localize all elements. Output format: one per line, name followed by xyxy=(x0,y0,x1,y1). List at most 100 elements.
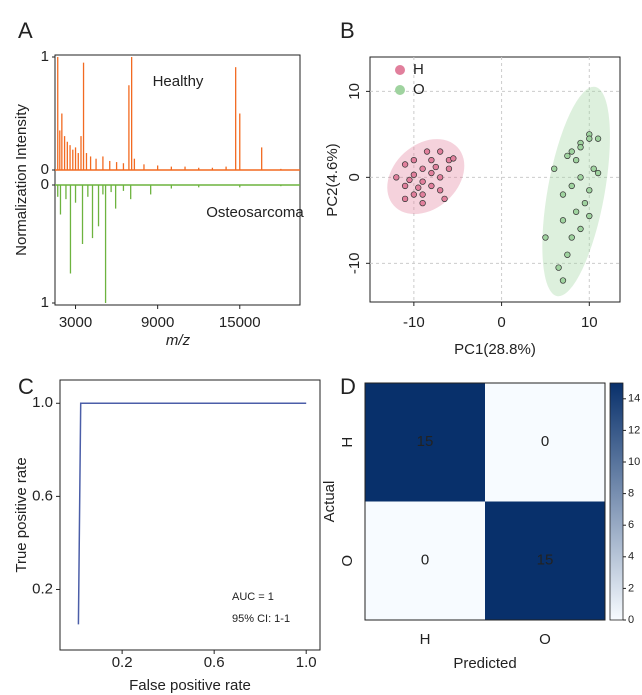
point xyxy=(401,195,409,202)
y-tick-label: 1 xyxy=(41,294,49,311)
x-tick-label: 0 xyxy=(497,314,505,331)
point xyxy=(581,199,589,207)
x-axis-label: m/z xyxy=(166,332,191,349)
point xyxy=(401,182,409,190)
x-tick-label: -10 xyxy=(403,314,425,331)
y-axis-label: PC2(4.6%) xyxy=(324,143,341,216)
heatmap-cell xyxy=(365,383,485,502)
y-tick-label: 0.2 xyxy=(32,580,53,597)
x-tick-label: 0.2 xyxy=(112,654,133,671)
point xyxy=(441,195,448,202)
point xyxy=(432,163,439,171)
point xyxy=(586,135,593,142)
point xyxy=(437,187,444,194)
series-label: Healthy xyxy=(153,73,204,90)
panel-label: C xyxy=(18,374,34,399)
point xyxy=(564,251,571,258)
point xyxy=(437,148,444,155)
point xyxy=(410,191,418,198)
y-tick-label: H xyxy=(339,437,356,448)
point xyxy=(577,144,584,151)
point xyxy=(428,157,435,164)
legend-marker xyxy=(395,85,405,95)
colorbar-tick-label: 12 xyxy=(628,424,640,436)
point xyxy=(419,165,426,172)
plot-frame xyxy=(54,54,301,306)
point xyxy=(568,234,575,241)
point xyxy=(572,157,580,164)
point xyxy=(401,161,409,168)
panel-label: B xyxy=(340,18,355,43)
cell-label: 0 xyxy=(421,552,429,569)
point xyxy=(419,191,426,198)
cell-label: 0 xyxy=(541,433,549,450)
legend-label: O xyxy=(413,81,425,98)
heatmap-cell xyxy=(485,383,605,502)
point xyxy=(559,191,567,198)
x-axis-label: False positive rate xyxy=(129,677,251,694)
point xyxy=(415,184,422,191)
point xyxy=(590,165,597,172)
x-tick-label: 10 xyxy=(581,314,598,331)
x-tick-label: H xyxy=(420,631,431,648)
colorbar-tick-label: 8 xyxy=(628,488,634,500)
y-axis-label: Normalization Intensity xyxy=(13,104,30,256)
point xyxy=(419,199,426,207)
point xyxy=(406,176,413,184)
heatmap-cell xyxy=(485,501,605,620)
point xyxy=(428,169,435,177)
x-tick-label: 3000 xyxy=(59,314,92,331)
confidence-ellipse xyxy=(387,139,465,215)
legend-label: H xyxy=(413,61,424,78)
point xyxy=(568,148,575,155)
point xyxy=(572,208,580,215)
x-tick-label: 15000 xyxy=(219,314,261,331)
plot-frame xyxy=(59,379,321,651)
point xyxy=(559,277,567,284)
point xyxy=(586,187,593,194)
point xyxy=(577,174,584,181)
x-tick-label: 9000 xyxy=(141,314,174,331)
colorbar-tick-label: 0 xyxy=(628,614,634,626)
y-axis-label: Actual xyxy=(321,481,338,523)
panel-label: A xyxy=(18,18,33,43)
annotation: AUC = 1 xyxy=(232,591,274,603)
y-tick-label: 0.6 xyxy=(32,487,53,504)
point xyxy=(586,212,593,220)
point xyxy=(594,169,602,177)
point xyxy=(410,171,418,178)
heatmap-cell xyxy=(365,501,485,620)
point xyxy=(594,135,602,142)
x-tick-label: 0.6 xyxy=(204,654,225,671)
point xyxy=(568,182,575,190)
y-axis-label: True positive rate xyxy=(13,457,30,572)
point xyxy=(551,165,558,172)
point xyxy=(559,217,567,224)
point xyxy=(555,264,562,271)
cell-label: 15 xyxy=(417,433,434,450)
confidence-ellipse xyxy=(542,86,610,297)
panel-label: D xyxy=(340,374,356,399)
cell-label: 15 xyxy=(537,552,554,569)
x-tick-label: O xyxy=(539,631,551,648)
y-tick-label: -10 xyxy=(346,252,363,274)
y-tick-label: 0 xyxy=(41,161,49,178)
y-tick-label: O xyxy=(339,555,356,567)
roc-curve xyxy=(77,402,307,625)
annotation: 95% CI: 1-1 xyxy=(232,613,290,625)
point xyxy=(428,182,435,190)
point xyxy=(437,174,444,181)
y-tick-label: 1.0 xyxy=(32,394,53,411)
point xyxy=(450,155,457,162)
colorbar-tick-label: 10 xyxy=(628,456,640,468)
point xyxy=(410,157,418,164)
y-tick-label: 10 xyxy=(346,83,363,100)
x-axis-label: PC1(28.8%) xyxy=(454,341,536,358)
x-tick-label: 1.0 xyxy=(296,654,317,671)
legend-marker xyxy=(395,65,405,75)
point xyxy=(577,225,584,233)
point xyxy=(423,148,431,155)
y-tick-label: 0 xyxy=(41,176,49,193)
point xyxy=(393,174,400,181)
